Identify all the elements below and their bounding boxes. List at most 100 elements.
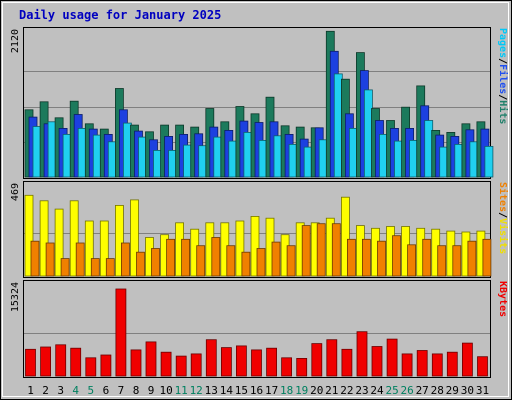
bar-middle-sites-day-28 — [437, 245, 447, 277]
x-tick-label-29: 29 — [446, 384, 459, 397]
x-tick-label-17: 17 — [265, 384, 278, 397]
bar-middle-sites-day-2 — [45, 242, 55, 277]
bar-middle-visits-day-16 — [250, 215, 260, 277]
bar-bottom-kbytes-day-2 — [40, 346, 51, 377]
bar-bottom-kbytes-day-22 — [341, 348, 353, 377]
x-tick-label-20: 20 — [310, 384, 323, 397]
bar-middle-sites-day-1 — [30, 240, 40, 277]
bar-middle-sites-day-24 — [377, 240, 386, 277]
bar-middle-sites-day-3 — [60, 258, 70, 277]
x-tick-label-12: 12 — [190, 384, 203, 397]
bar-middle-sites-day-29 — [452, 245, 462, 277]
chart-title: Daily usage for January 2025 — [19, 8, 221, 22]
x-tick-label-15: 15 — [235, 384, 248, 397]
x-tick-label-22: 22 — [340, 384, 353, 397]
x-tick-label-10: 10 — [159, 384, 172, 397]
bar-middle-sites-day-12 — [196, 245, 206, 277]
bar-middle-sites-day-25 — [392, 235, 401, 277]
bar-middle-sites-day-15 — [241, 251, 251, 277]
bar-middle-sites-day-8 — [136, 251, 145, 277]
bar-middle-sites-day-20 — [316, 223, 326, 277]
bar-bottom-kbytes-day-3 — [55, 344, 67, 377]
bar-middle-sites-day-31 — [482, 238, 492, 277]
bar-bottom-kbytes-day-29 — [446, 351, 458, 377]
bar-middle-visits-day-15 — [235, 220, 245, 277]
bar-middle-visits-day-4 — [69, 200, 79, 277]
bar-bottom-kbytes-day-11 — [175, 355, 187, 377]
bar-middle-sites-day-10 — [166, 238, 176, 277]
bar-top-pages-day-31 — [484, 145, 494, 178]
x-tick-label-19: 19 — [295, 384, 308, 397]
bar-bottom-kbytes-day-8 — [130, 349, 142, 377]
bar-bottom-kbytes-day-1 — [25, 348, 36, 377]
bar-bottom-kbytes-day-4 — [70, 347, 82, 377]
x-tick-label-30: 30 — [461, 384, 474, 397]
bar-middle-sites-day-13 — [211, 237, 221, 277]
x-tick-label-6: 6 — [103, 384, 110, 397]
bar-bottom-kbytes-day-5 — [85, 357, 97, 377]
bar-middle-sites-day-7 — [121, 242, 130, 277]
legend-bottom-0: KBytes — [497, 281, 508, 317]
bar-middle-sites-day-17 — [271, 241, 281, 277]
bar-middle-sites-day-23 — [361, 238, 371, 277]
panel-middle: 469 Sites/Visits — [10, 181, 509, 278]
bar-bottom-kbytes-day-10 — [160, 351, 172, 377]
bar-bottom-kbytes-day-19 — [296, 357, 308, 377]
legend-top-2: Files — [497, 64, 509, 94]
panel-bottom: 15324 KBytes — [10, 280, 508, 378]
x-tick-label-28: 28 — [431, 384, 444, 397]
bar-bottom-kbytes-day-7 — [115, 288, 127, 377]
panel-bottom-legend: KBytes — [497, 281, 508, 317]
legend-middle-2: Visits — [497, 218, 509, 254]
bar-bottom-kbytes-day-14 — [220, 347, 232, 377]
bar-middle-visits-day-6 — [99, 220, 109, 277]
bar-middle-sites-day-14 — [226, 245, 236, 277]
bar-bottom-kbytes-day-24 — [371, 346, 383, 377]
bar-bottom-kbytes-day-23 — [356, 331, 368, 377]
bar-middle-sites-day-11 — [181, 238, 191, 277]
bar-middle-sites-day-27 — [422, 238, 432, 277]
bar-middle-visits-day-5 — [84, 220, 94, 277]
x-tick-label-14: 14 — [220, 384, 234, 397]
bar-middle-visits-day-1 — [24, 194, 34, 277]
bar-bottom-kbytes-day-12 — [190, 353, 202, 377]
bar-middle-visits-day-7 — [115, 204, 124, 277]
panel-bottom-ymax-label: 15324 — [10, 282, 21, 312]
bar-middle-sites-day-6 — [105, 258, 115, 277]
legend-middle-1: / — [497, 212, 508, 218]
bar-bottom-kbytes-day-17 — [266, 347, 278, 377]
x-tick-label-21: 21 — [325, 384, 338, 397]
x-tick-label-16: 16 — [250, 384, 263, 397]
bar-bottom-kbytes-day-30 — [461, 342, 473, 377]
x-tick-label-26: 26 — [400, 384, 413, 397]
bar-bottom-kbytes-day-9 — [145, 341, 157, 377]
bar-bottom-kbytes-day-26 — [401, 353, 413, 377]
x-tick-label-13: 13 — [205, 384, 218, 397]
bar-middle-visits-day-8 — [130, 199, 139, 277]
x-tick-label-27: 27 — [416, 384, 429, 397]
x-tick-label-8: 8 — [133, 384, 140, 397]
bar-bottom-kbytes-day-25 — [386, 338, 398, 377]
bar-middle-visits-day-22 — [340, 196, 350, 277]
x-tick-label-4: 4 — [72, 384, 79, 397]
bar-middle-visits-day-3 — [54, 208, 64, 277]
x-tick-label-1: 1 — [27, 384, 34, 397]
bar-middle-sites-day-26 — [407, 244, 417, 277]
bar-bottom-kbytes-day-16 — [251, 349, 262, 377]
legend-top-4: Hits — [497, 100, 509, 124]
bar-middle-sites-day-5 — [90, 258, 100, 277]
bar-middle-sites-day-18 — [286, 245, 296, 277]
bar-middle-sites-day-30 — [467, 240, 477, 277]
x-tick-label-11: 11 — [175, 384, 188, 397]
x-tick-label-7: 7 — [118, 384, 125, 397]
legend-top-3: / — [497, 94, 508, 100]
bar-bottom-kbytes-day-6 — [100, 354, 112, 377]
bar-bottom-kbytes-day-15 — [235, 345, 247, 377]
panel-middle-ymax-label: 469 — [10, 183, 21, 201]
x-tick-label-18: 18 — [280, 384, 293, 397]
bar-middle-sites-day-4 — [75, 242, 85, 277]
x-tick-label-24: 24 — [370, 384, 384, 397]
x-tick-label-31: 31 — [476, 384, 489, 397]
